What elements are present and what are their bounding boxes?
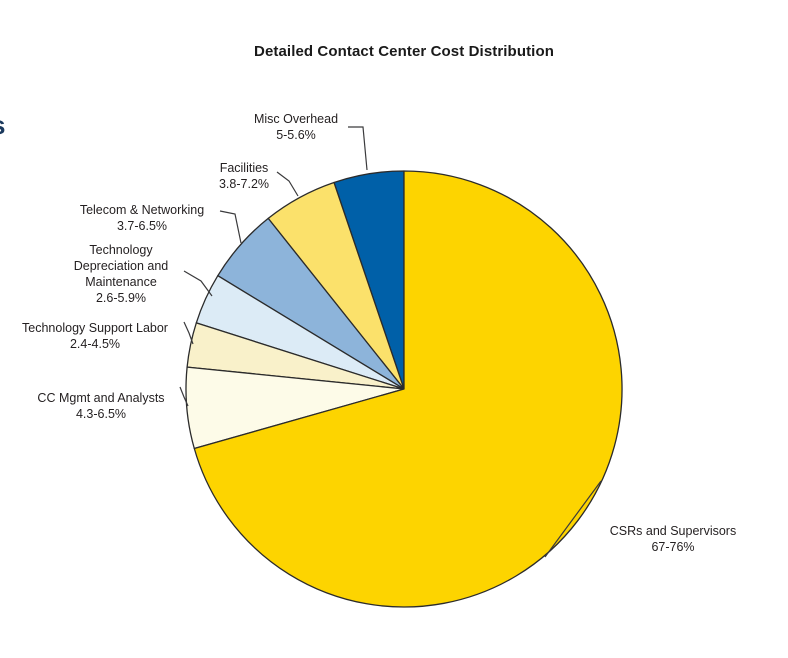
slice-label-text: Technology Depreciation and Maintenance bbox=[73, 243, 169, 289]
pie-slice-csrs-and-supervisors bbox=[193, 170, 623, 608]
leader-line-technology-support-labor bbox=[183, 321, 194, 345]
slice-label-technology-support-labor: Technology Support Labor 2.4-4.5% bbox=[22, 320, 168, 352]
slice-range-text: 4.3-6.5% bbox=[75, 407, 127, 421]
slice-label-facilities: Facilities 3.8-7.2% bbox=[219, 160, 269, 192]
leader-line-csrs-and-supervisors bbox=[544, 480, 602, 558]
slice-label-cc-mgmt-and-analysts: CC Mgmt and Analysts 4.3-6.5% bbox=[37, 390, 164, 422]
slice-range-text: 2.4-4.5% bbox=[69, 337, 121, 351]
leader-line-facilities bbox=[276, 171, 299, 197]
slice-range-text: 3.8-7.2% bbox=[218, 177, 270, 191]
clipped-edge-text-fragment: s bbox=[0, 112, 5, 138]
slice-range-text: 5-5.6% bbox=[276, 128, 316, 142]
slice-label-text: Technology Support Labor bbox=[22, 321, 168, 335]
slice-label-misc-overhead: Misc Overhead 5-5.6% bbox=[254, 111, 338, 143]
slice-label-text: Facilities bbox=[219, 161, 269, 175]
slice-range-text: 2.6-5.9% bbox=[95, 291, 147, 305]
leader-line-technology-depreciation-and-maintenance bbox=[183, 270, 213, 297]
slice-label-text: Telecom & Networking bbox=[79, 203, 205, 217]
slice-label-csrs-and-supervisors: CSRs and Supervisors 67-76% bbox=[610, 523, 736, 555]
slice-label-text: CC Mgmt and Analysts bbox=[37, 391, 165, 405]
leader-line-cc-mgmt-and-analysts bbox=[179, 386, 189, 407]
slice-range-text: 3.7-6.5% bbox=[116, 219, 168, 233]
slice-range-text: 67-76% bbox=[651, 540, 695, 554]
slice-label-technology-depreciation-and-maintenance: Technology Depreciation and Maintenance … bbox=[67, 242, 175, 306]
slice-label-telecom-networking: Telecom & Networking 3.7-6.5% bbox=[80, 202, 204, 234]
leader-line-telecom-networking bbox=[219, 210, 242, 244]
leader-line-misc-overhead bbox=[348, 126, 368, 171]
slice-label-text: CSRs and Supervisors bbox=[609, 524, 737, 538]
slice-label-text: Misc Overhead bbox=[253, 112, 339, 126]
chart-title: Detailed Contact Center Cost Distributio… bbox=[254, 43, 554, 60]
